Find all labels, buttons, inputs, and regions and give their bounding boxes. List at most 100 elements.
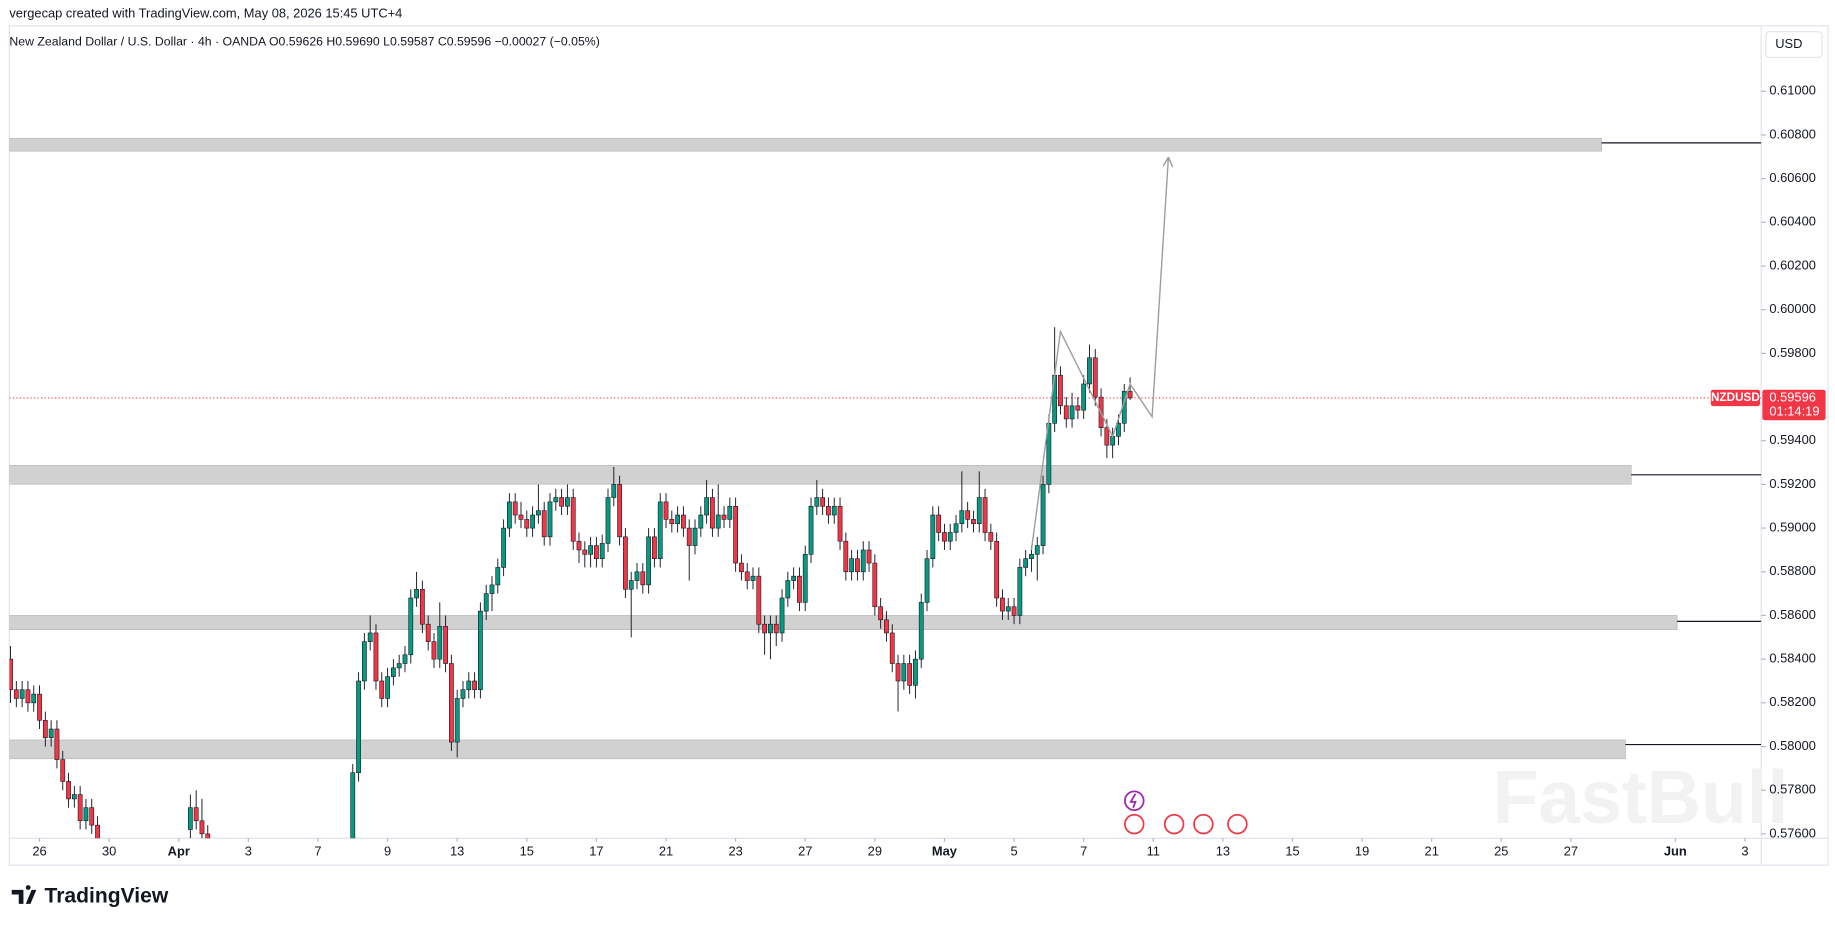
x-tick-label: 13	[1216, 844, 1230, 859]
x-tick-label: 26	[32, 844, 46, 859]
y-tick-label: 0.59400	[1769, 432, 1816, 447]
x-tick-label: 15	[520, 844, 534, 859]
candle-body	[814, 497, 820, 507]
candle-body	[953, 523, 959, 533]
candle-body	[756, 575, 762, 625]
candle-body	[971, 519, 976, 525]
candle-body	[878, 606, 884, 621]
candle-body	[686, 527, 692, 546]
event-icon[interactable]	[1163, 813, 1185, 835]
candle-body	[437, 626, 443, 660]
candle-body	[791, 575, 797, 581]
y-tick-label: 0.60000	[1769, 301, 1816, 316]
candle-body	[1104, 427, 1110, 446]
x-tick-label: Jun	[1664, 844, 1687, 859]
candle-body	[924, 558, 930, 603]
x-tick-label: 21	[659, 844, 673, 859]
y-tick-label: 0.61000	[1769, 83, 1816, 98]
candle-body	[408, 597, 414, 656]
watermark: FastBull	[1493, 755, 1789, 839]
y-tick-label: 0.58400	[1769, 651, 1816, 666]
symbol-label: NZDUSD	[1711, 391, 1760, 404]
zone	[9, 615, 1678, 631]
x-tick-label: 30	[102, 844, 116, 859]
candle-body	[837, 505, 843, 542]
candle-body	[623, 536, 628, 590]
candle-body	[390, 667, 396, 677]
candle-body	[866, 549, 872, 564]
candle-body	[1034, 545, 1040, 555]
candle-body	[367, 632, 373, 642]
candle-body	[617, 484, 622, 538]
candle-body	[19, 689, 25, 699]
y-tick-label: 0.59200	[1769, 476, 1816, 491]
candle-body	[669, 519, 675, 525]
candle-body	[744, 571, 750, 581]
x-tick-label: 11	[1147, 844, 1160, 859]
candle-body	[1023, 558, 1029, 568]
candle-body	[820, 497, 826, 507]
candle-body	[872, 562, 878, 608]
candle-body	[356, 680, 361, 774]
x-tick-label: 3	[1741, 844, 1748, 859]
candle-body	[536, 510, 541, 516]
candle-body	[350, 772, 356, 839]
y-tick-label: 0.58600	[1769, 607, 1816, 622]
candle-body	[988, 532, 994, 542]
candle-body	[1069, 405, 1075, 420]
x-tick-label: 27	[798, 844, 812, 859]
candle-body	[843, 540, 849, 573]
candle-body	[187, 807, 193, 830]
candle-body	[750, 575, 756, 581]
candle-body	[982, 497, 988, 533]
event-icons	[1124, 790, 1248, 835]
candle-body	[965, 510, 971, 520]
x-tick-label: 9	[384, 844, 391, 859]
zone	[9, 465, 1632, 485]
logo-mark	[11, 885, 37, 904]
event-icon[interactable]	[1193, 813, 1214, 835]
candle-body	[71, 794, 77, 800]
candle-body	[466, 680, 472, 691]
y-tick-label: 0.60800	[1769, 126, 1816, 141]
candle-body	[449, 663, 454, 743]
event-icon[interactable]	[1227, 813, 1248, 835]
candle-body	[808, 505, 814, 555]
candle-body	[826, 505, 831, 516]
candle-body	[831, 505, 837, 516]
event-icon[interactable]	[1124, 790, 1145, 811]
candle-body	[483, 593, 489, 612]
candle-body	[692, 527, 698, 546]
candle-body	[582, 549, 588, 555]
candle-body	[1127, 391, 1133, 399]
candle-body	[66, 781, 71, 800]
candle-body	[727, 505, 733, 520]
candle-body	[193, 807, 199, 822]
candle-body	[733, 505, 738, 564]
candle-body	[1081, 383, 1087, 411]
candle-body	[704, 497, 709, 516]
candle-body	[472, 680, 477, 691]
candle-body	[9, 658, 13, 691]
candle-body	[1087, 357, 1092, 385]
zone	[9, 739, 1626, 760]
event-icon[interactable]	[1124, 813, 1145, 835]
candle-body	[454, 698, 460, 743]
candle-body	[947, 532, 953, 542]
candle-body	[361, 641, 367, 682]
candle-body	[594, 545, 599, 559]
candle-body	[13, 689, 19, 699]
candle-body	[855, 558, 860, 573]
x-tick-label: 7	[314, 844, 321, 859]
y-tick-label: 0.57600	[1769, 825, 1816, 840]
x-tick-label: 3	[245, 844, 252, 859]
candle-body	[559, 497, 564, 507]
candle-body	[907, 663, 913, 686]
candle-body	[1040, 484, 1046, 546]
candle-body	[918, 602, 924, 660]
candle-body	[959, 510, 965, 525]
candle-body	[762, 623, 768, 634]
currency-box[interactable]	[1765, 31, 1823, 59]
header: vergecap created with TradingView.com, M…	[9, 5, 402, 20]
y-tick-label: 0.57800	[1769, 782, 1816, 797]
